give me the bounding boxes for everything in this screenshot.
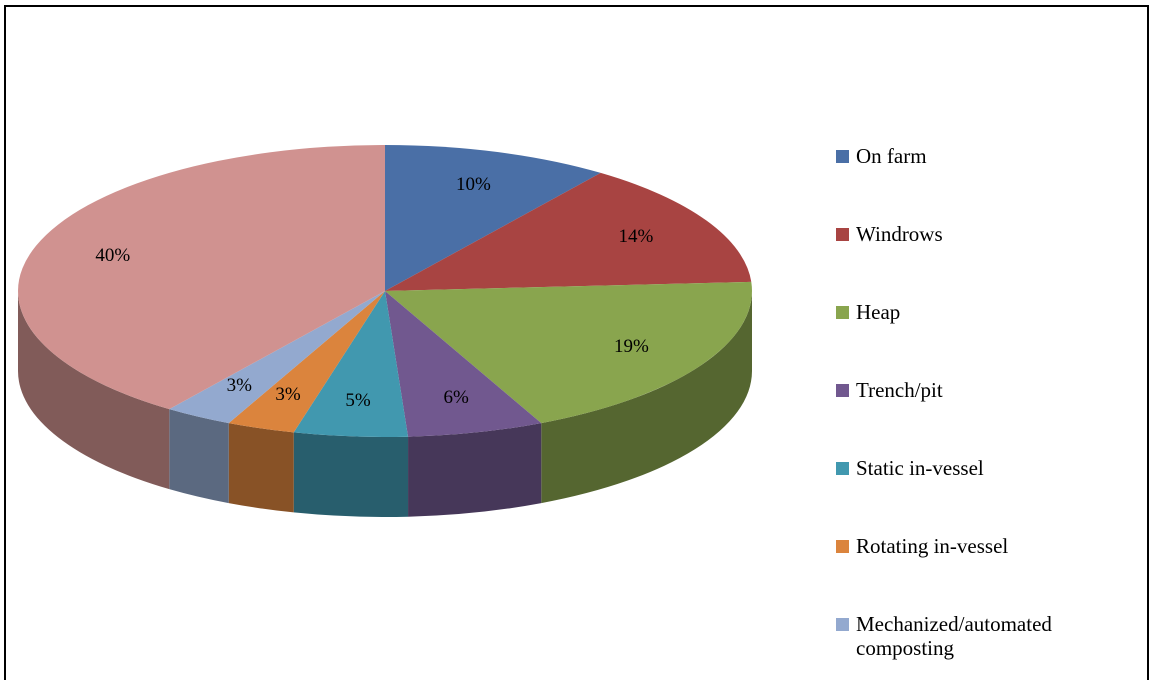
pie-side: [169, 409, 229, 504]
pie-slice: [385, 291, 542, 437]
data-label: 14%: [618, 226, 653, 247]
pie-slice: [228, 291, 385, 433]
pie-slice: [385, 172, 752, 291]
data-label: 40%: [95, 245, 130, 266]
pie-side: [18, 291, 170, 490]
legend-swatch: [836, 150, 849, 163]
legend-label: Static in-vessel: [856, 456, 984, 480]
legend-item: Windrows: [836, 222, 1136, 246]
legend-label: Trench/pit: [856, 378, 943, 402]
data-label: 3%: [227, 375, 253, 396]
pie-slice: [385, 281, 752, 424]
data-label: 3%: [275, 384, 301, 405]
legend-item: Static in-vessel: [836, 456, 1136, 480]
data-label: 10%: [456, 174, 491, 195]
data-label: 6%: [444, 387, 470, 408]
legend-swatch: [836, 618, 849, 631]
legend-label: On farm: [856, 144, 927, 168]
pie-slice: [169, 291, 385, 424]
frame: [4, 5, 1149, 680]
legend-label: Heap: [856, 300, 901, 324]
legend-label: Rotating in-vessel: [856, 534, 1009, 558]
legend-label: Windrows: [856, 222, 943, 246]
data-label: 19%: [614, 336, 649, 357]
pie-slice: [18, 145, 385, 410]
legend-swatch: [836, 462, 849, 475]
legend-item: Trench/pit: [836, 378, 1136, 402]
pie-slice: [385, 145, 601, 291]
legend-label: Mechanized/automated composting: [856, 612, 1052, 660]
pie-side: [408, 423, 542, 517]
legend-item: Mechanized/automated composting: [836, 612, 1136, 660]
pie-slice: [293, 291, 409, 437]
pie-side: [293, 432, 409, 517]
data-label: 5%: [345, 390, 371, 411]
pie-side: [541, 291, 752, 504]
legend-item: On farm: [836, 144, 1136, 168]
pie-side: [228, 423, 294, 513]
legend-swatch: [836, 228, 849, 241]
legend-item: Rotating in-vessel: [836, 534, 1136, 558]
legend-swatch: [836, 540, 849, 553]
legend-swatch: [836, 384, 849, 397]
legend-swatch: [836, 306, 849, 319]
legend-item: Heap: [836, 300, 1136, 324]
